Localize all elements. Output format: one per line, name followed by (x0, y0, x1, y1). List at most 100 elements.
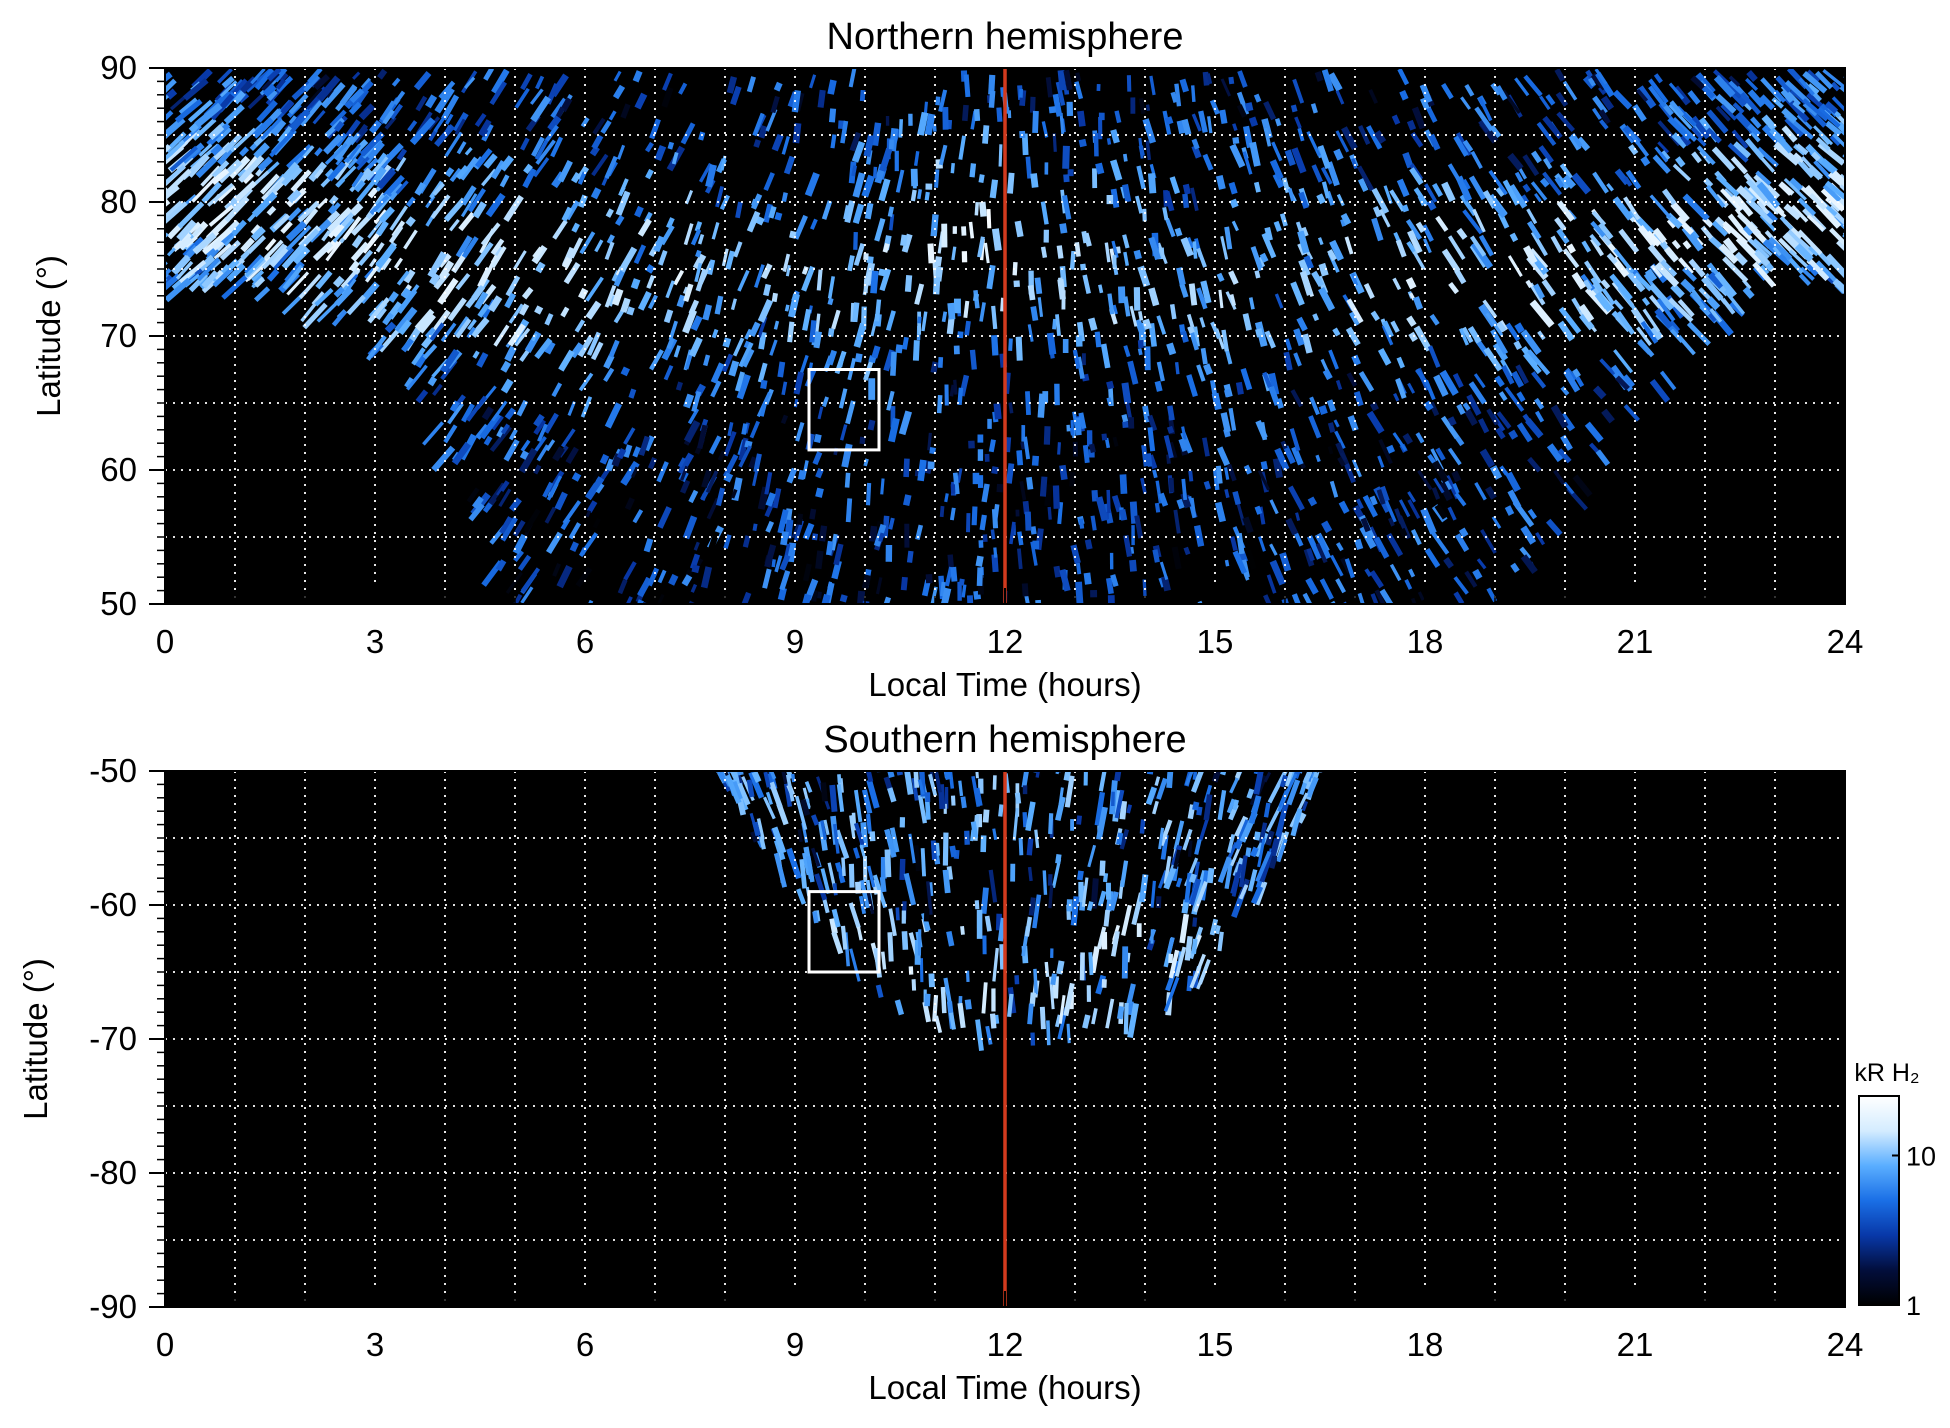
emission-streak (1149, 453, 1151, 466)
emission-streak (963, 585, 965, 598)
emission-streak (977, 788, 980, 806)
emission-streak (850, 256, 853, 271)
emission-streak (868, 203, 871, 219)
emission-streak (855, 303, 857, 322)
emission-streak (730, 77, 734, 93)
emission-streak (1203, 348, 1205, 364)
emission-streak (1114, 189, 1117, 207)
emission-streak (994, 829, 996, 840)
emission-streak (1231, 77, 1232, 84)
emission-streak (1056, 566, 1058, 577)
emission-streak (1206, 795, 1210, 821)
emission-streak (1182, 79, 1186, 91)
emission-streak (1257, 507, 1260, 514)
emission-streak (1256, 182, 1258, 192)
emission-streak (538, 263, 543, 271)
emission-streak (866, 253, 867, 260)
emission-streak (1141, 340, 1142, 348)
emission-streak (1148, 105, 1149, 111)
emission-streak (777, 83, 780, 90)
emission-streak (952, 163, 953, 173)
y-tick-label: 80 (100, 183, 137, 220)
emission-streak (1195, 802, 1197, 810)
emission-streak (1297, 513, 1299, 521)
emission-streak (1179, 121, 1182, 134)
emission-streak (1172, 304, 1174, 319)
emission-streak (1054, 319, 1055, 329)
emission-streak (804, 267, 807, 274)
emission-streak (1179, 268, 1183, 285)
x-tick-label: 21 (1617, 1326, 1654, 1363)
emission-streak (1035, 456, 1036, 466)
emission-streak (1206, 482, 1208, 489)
emission-streak (572, 543, 576, 551)
emission-streak (788, 520, 790, 538)
emission-streak (1218, 502, 1223, 521)
emission-streak (523, 452, 527, 459)
emission-streak (1125, 154, 1126, 161)
emission-streak (1007, 437, 1008, 452)
emission-streak (1186, 548, 1188, 555)
emission-streak (1091, 318, 1094, 330)
emission-streak (862, 437, 863, 444)
emission-streak (1145, 406, 1148, 422)
emission-streak (1042, 1007, 1043, 1029)
emission-streak (1000, 804, 1001, 816)
emission-streak (608, 210, 612, 217)
emission-streak (783, 415, 786, 423)
emission-streak (904, 337, 906, 349)
emission-streak (1574, 370, 1578, 377)
emission-streak (819, 270, 821, 291)
emission-streak (881, 269, 882, 276)
emission-streak (1177, 228, 1179, 235)
emission-streak (1170, 406, 1172, 420)
emission-streak (830, 298, 832, 304)
emission-streak (1239, 533, 1242, 554)
y-tick-label: 90 (100, 49, 137, 86)
emission-streak (751, 457, 755, 467)
emission-streak (1009, 994, 1011, 1017)
emission-streak (647, 539, 651, 552)
emission-streak (726, 338, 728, 347)
emission-streak (1043, 247, 1045, 258)
emission-streak (1108, 138, 1109, 144)
emission-streak (968, 1000, 969, 1010)
emission-streak (1416, 297, 1420, 309)
emission-streak (875, 167, 876, 178)
emission-streak (1031, 285, 1033, 300)
emission-streak (1317, 455, 1319, 461)
emission-streak (763, 380, 764, 388)
emission-streak (1389, 446, 1392, 452)
emission-streak (717, 296, 721, 314)
emission-streak (1085, 445, 1087, 463)
emission-streak (955, 380, 956, 395)
emission-streak (942, 506, 943, 517)
emission-streak (594, 189, 599, 198)
emission-streak (1220, 290, 1222, 308)
emission-streak (919, 189, 921, 199)
emission-streak (893, 352, 894, 376)
emission-streak (986, 810, 987, 823)
colorbar-tick-label: 10 (1906, 1141, 1936, 1171)
emission-streak (1078, 563, 1079, 574)
emission-streak (1000, 144, 1001, 166)
emission-streak (1164, 207, 1166, 219)
emission-streak (710, 260, 713, 275)
emission-streak (637, 207, 641, 216)
emission-streak (1197, 526, 1201, 547)
emission-streak (1226, 489, 1228, 497)
emission-streak (1010, 338, 1011, 350)
emission-streak (1124, 415, 1126, 422)
emission-streak (1324, 522, 1329, 531)
emission-streak (887, 850, 888, 878)
emission-streak (1142, 819, 1143, 833)
emission-streak (1061, 70, 1063, 90)
emission-streak (965, 301, 967, 318)
emission-streak (1027, 391, 1028, 415)
x-tick-label: 12 (987, 1326, 1024, 1363)
emission-streak (818, 488, 820, 497)
emission-streak (1063, 224, 1065, 233)
emission-streak (1181, 439, 1185, 451)
emission-streak (839, 774, 840, 783)
